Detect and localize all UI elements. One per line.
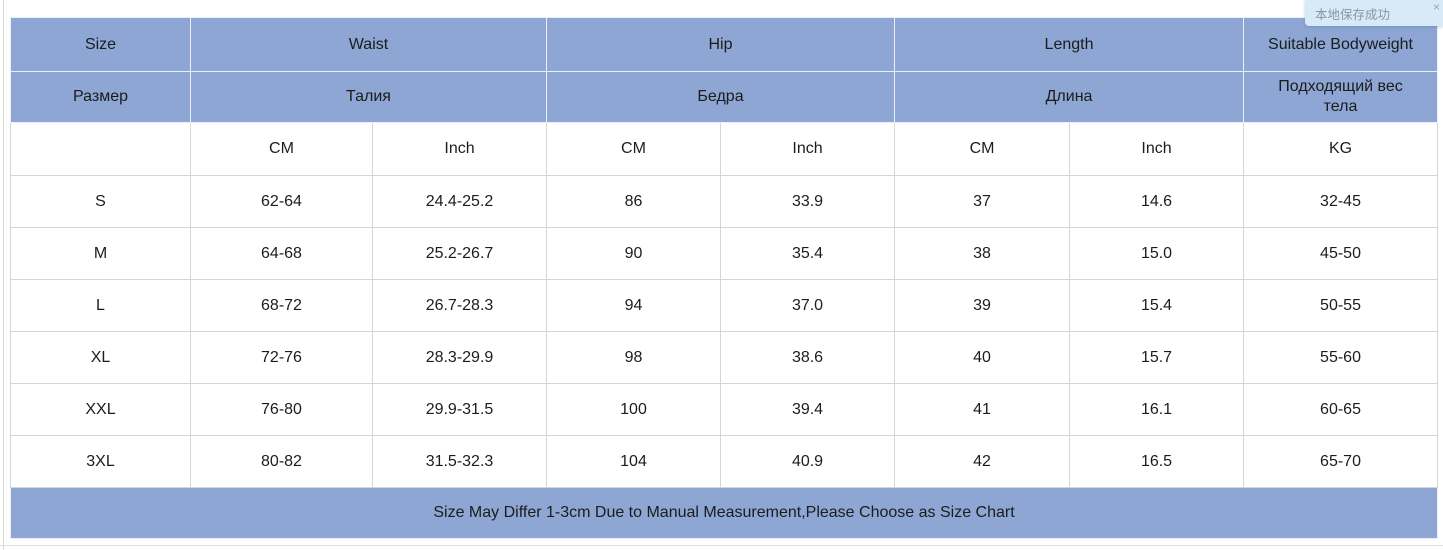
table-cell: 24.4-25.2: [372, 175, 547, 228]
toast-notification: 本地保存成功 ×: [1305, 0, 1443, 26]
unit-cell: CM: [546, 122, 721, 176]
table-row: M 64-68 25.2-26.7 90 35.4 38 15.0 45-50: [10, 227, 1439, 280]
unit-cell: [10, 122, 191, 176]
header-waist: Waist: [190, 17, 547, 72]
unit-cell: KG: [1243, 122, 1439, 176]
table-cell: 26.7-28.3: [372, 279, 547, 332]
size-label: XL: [10, 331, 191, 384]
table-cell: 15.7: [1069, 331, 1245, 384]
size-label: L: [10, 279, 191, 332]
header-bodyweight-ru-text: Подходящий вес тела: [1278, 78, 1403, 115]
table-cell: 31.5-32.3: [372, 435, 547, 488]
header-length-ru: Длина: [894, 71, 1245, 123]
table-cell: 32-45: [1243, 175, 1439, 228]
table-cell: 100: [546, 383, 721, 436]
header-bodyweight-ru: Подходящий вес тела: [1243, 71, 1439, 123]
table-cell: 104: [546, 435, 721, 488]
table-row: S 62-64 24.4-25.2 86 33.9 37 14.6 32-45: [10, 175, 1439, 228]
table-cell: 40.9: [719, 435, 896, 488]
unit-cell: CM: [190, 122, 373, 176]
table-cell: 80-82: [190, 435, 373, 488]
size-label: M: [10, 227, 191, 280]
page-edge-line: [3, 0, 4, 550]
header-row-ru: Размер Талия Бедра Длина Подходящий вес …: [10, 71, 1439, 123]
table-cell: 39.4: [719, 383, 896, 436]
table-cell: 64-68: [190, 227, 373, 280]
size-label: S: [10, 175, 191, 228]
table-cell: 39: [894, 279, 1071, 332]
table-cell: 37.0: [719, 279, 896, 332]
table-row: XXL 76-80 29.9-31.5 100 39.4 41 16.1 60-…: [10, 383, 1439, 436]
header-bodyweight: Suitable Bodyweight: [1243, 17, 1439, 72]
table-cell: 72-76: [190, 331, 373, 384]
unit-cell: CM: [894, 122, 1071, 176]
table-cell: 98: [546, 331, 721, 384]
table-cell: 29.9-31.5: [372, 383, 547, 436]
table-cell: 38: [894, 227, 1071, 280]
toast-message: 本地保存成功: [1315, 7, 1391, 22]
table-cell: 45-50: [1243, 227, 1439, 280]
table-row: 3XL 80-82 31.5-32.3 104 40.9 42 16.5 65-…: [10, 435, 1439, 488]
table-cell: 60-65: [1243, 383, 1439, 436]
table-cell: 15.0: [1069, 227, 1245, 280]
table-cell: 25.2-26.7: [372, 227, 547, 280]
bottom-divider: [0, 545, 1443, 546]
table-cell: 38.6: [719, 331, 896, 384]
header-size-ru: Размер: [10, 71, 191, 123]
table-cell: 16.1: [1069, 383, 1245, 436]
table-cell: 35.4: [719, 227, 896, 280]
unit-cell: Inch: [1069, 122, 1245, 176]
unit-cell: Inch: [719, 122, 896, 176]
table-cell: 42: [894, 435, 1071, 488]
table-cell: 41: [894, 383, 1071, 436]
table-cell: 90: [546, 227, 721, 280]
size-chart-table: Size Waist Hip Length Suitable Bodyweigh…: [9, 17, 1439, 539]
header-length: Length: [894, 17, 1245, 72]
table-cell: 94: [546, 279, 721, 332]
size-label: 3XL: [10, 435, 191, 488]
table-row: XL 72-76 28.3-29.9 98 38.6 40 15.7 55-60: [10, 331, 1439, 384]
table-cell: 62-64: [190, 175, 373, 228]
table-cell: 68-72: [190, 279, 373, 332]
header-waist-ru: Талия: [190, 71, 547, 123]
table-cell: 55-60: [1243, 331, 1439, 384]
header-row-en: Size Waist Hip Length Suitable Bodyweigh…: [10, 17, 1439, 72]
table-cell: 14.6: [1069, 175, 1245, 228]
table-cell: 40: [894, 331, 1071, 384]
table-cell: 76-80: [190, 383, 373, 436]
table-cell: 15.4: [1069, 279, 1245, 332]
table-cell: 50-55: [1243, 279, 1439, 332]
table-cell: 16.5: [1069, 435, 1245, 488]
table-cell: 33.9: [719, 175, 896, 228]
header-hip-ru: Бедра: [545, 71, 896, 123]
header-hip: Hip: [545, 17, 896, 72]
close-icon[interactable]: ×: [1432, 0, 1440, 14]
table-cell: 65-70: [1243, 435, 1439, 488]
header-size: Size: [10, 17, 191, 72]
table-row: L 68-72 26.7-28.3 94 37.0 39 15.4 50-55: [10, 279, 1439, 332]
footer-note-row: Size May Differ 1-3cm Due to Manual Meas…: [9, 487, 1439, 539]
table-cell: 28.3-29.9: [372, 331, 547, 384]
size-label: XXL: [10, 383, 191, 436]
table-cell: 37: [894, 175, 1071, 228]
table-cell: 86: [546, 175, 721, 228]
unit-cell: Inch: [372, 122, 547, 176]
unit-row: CM Inch CM Inch CM Inch KG: [10, 122, 1439, 176]
footer-note: Size May Differ 1-3cm Due to Manual Meas…: [9, 487, 1439, 539]
